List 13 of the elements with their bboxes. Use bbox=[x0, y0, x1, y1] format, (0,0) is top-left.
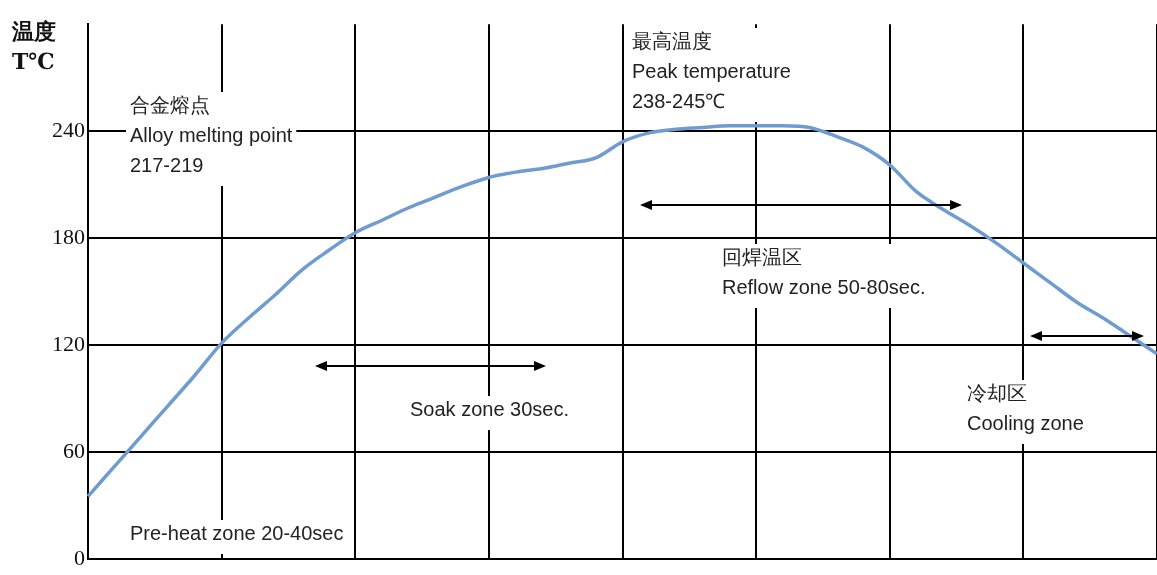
annotation: 回焊温区 Reflow zone 50-80sec. bbox=[722, 245, 926, 298]
y-tick-label: 60 bbox=[63, 437, 85, 463]
y-tick-label: 120 bbox=[52, 330, 85, 356]
line-series bbox=[86, 124, 1157, 499]
y-tick-label: 240 bbox=[52, 116, 85, 142]
annotation: Pre-heat zone 20-40sec bbox=[130, 521, 344, 544]
y-axis-title: 温度 T℃ bbox=[11, 17, 56, 74]
annotation: 合金熔点 Alloy melting point 217-219 bbox=[130, 93, 293, 176]
annotation: Soak zone 30sec. bbox=[410, 397, 569, 420]
annotation: 最高温度 Peak temperature 238-245℃ bbox=[632, 29, 791, 112]
annotation: 冷却区 Cooling zone bbox=[967, 381, 1084, 434]
y-tick-label: 0 bbox=[74, 544, 85, 570]
y-tick-label: 180 bbox=[52, 223, 85, 249]
